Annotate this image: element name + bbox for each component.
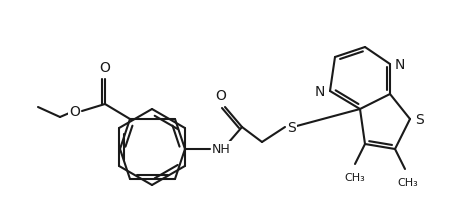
Text: S: S	[415, 112, 424, 126]
Text: CH₃: CH₃	[398, 177, 419, 187]
Text: CH₃: CH₃	[344, 172, 365, 182]
Text: NH: NH	[212, 143, 231, 156]
Text: S: S	[287, 121, 296, 134]
Text: N: N	[314, 85, 325, 98]
Text: O: O	[100, 61, 111, 75]
Text: O: O	[216, 89, 227, 103]
Text: N: N	[395, 58, 405, 72]
Text: O: O	[69, 104, 80, 118]
